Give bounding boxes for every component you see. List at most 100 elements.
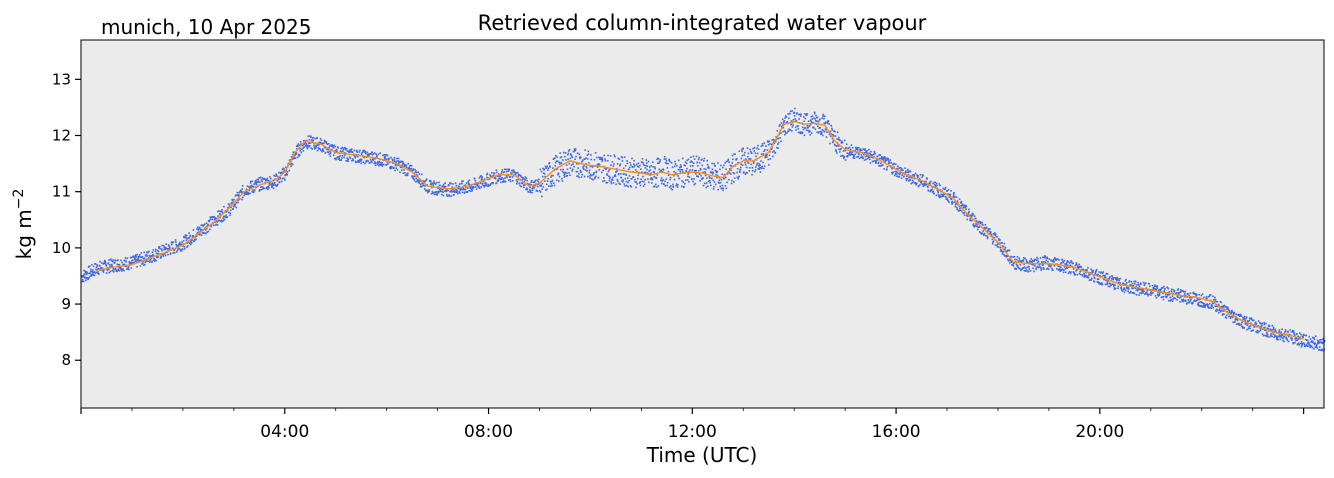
scatter-point [493, 172, 496, 175]
scatter-point [1079, 273, 1082, 276]
scatter-point [1025, 270, 1027, 272]
scatter-point [767, 144, 770, 146]
scatter-point [681, 185, 683, 188]
scatter-point [400, 161, 402, 163]
scatter-point [729, 167, 731, 170]
scatter-point [1274, 335, 1277, 338]
scatter-point [385, 158, 387, 160]
scatter-point [988, 230, 990, 232]
scatter-point [578, 176, 580, 179]
scatter-point [693, 158, 696, 160]
scatter-point [633, 164, 636, 167]
scatter-point [764, 156, 766, 159]
scatter-point [702, 184, 705, 187]
scatter-point [1162, 292, 1164, 295]
scatter-point [860, 149, 862, 151]
scatter-point [1023, 257, 1025, 259]
scatter-point [402, 172, 405, 174]
scatter-point [350, 148, 353, 150]
scatter-point [607, 170, 610, 173]
scatter-point [1015, 268, 1017, 270]
scatter-point [1121, 290, 1124, 292]
scatter-point [291, 158, 294, 160]
scatter-point [1166, 286, 1168, 288]
scatter-point [1103, 278, 1106, 281]
scatter-point [546, 165, 549, 168]
scatter-point [378, 160, 380, 163]
scatter-point [752, 162, 755, 165]
scatter-point [405, 164, 407, 166]
scatter-point [1127, 288, 1130, 290]
scatter-point [589, 165, 592, 168]
scatter-point [977, 226, 979, 228]
scatter-point [321, 143, 324, 145]
scatter-point [1068, 271, 1071, 273]
scatter-point [1137, 281, 1139, 284]
scatter-point [113, 269, 115, 271]
scatter-point [671, 166, 674, 168]
scatter-point [1266, 334, 1269, 336]
scatter-point [1002, 245, 1005, 248]
scatter-point [1162, 296, 1164, 298]
scatter-point [609, 176, 611, 179]
scatter-point [577, 163, 580, 165]
scatter-point [1189, 292, 1192, 294]
scatter-point [1272, 333, 1274, 335]
scatter-point [457, 192, 459, 195]
scatter-point [337, 158, 340, 160]
scatter-point [679, 168, 681, 171]
scatter-point [1012, 265, 1015, 267]
scatter-point [343, 156, 345, 159]
scatter-point [803, 134, 806, 137]
scatter-point [740, 163, 742, 165]
scatter-point [1109, 282, 1112, 285]
scatter-point [247, 192, 250, 195]
scatter-point [519, 174, 521, 177]
scatter-point [518, 182, 521, 185]
scatter-point [790, 123, 792, 126]
scatter-point [1146, 293, 1148, 295]
scatter-point [1232, 311, 1234, 314]
scatter-point [191, 239, 193, 241]
scatter-point [1010, 255, 1013, 258]
scatter-point [1284, 329, 1287, 331]
scatter-point [1059, 265, 1061, 268]
scatter-point [182, 240, 185, 242]
scatter-point [645, 164, 647, 167]
scatter-point [975, 220, 978, 222]
scatter-point [477, 182, 480, 185]
scatter-point [1308, 335, 1311, 338]
scatter-point [684, 164, 686, 167]
scatter-point [659, 170, 661, 173]
scatter-point [133, 258, 136, 261]
scatter-point [1226, 306, 1229, 309]
scatter-point [953, 191, 955, 194]
scatter-point [245, 188, 248, 190]
scatter-point [1139, 292, 1141, 294]
scatter-point [440, 190, 443, 193]
scatter-point [133, 256, 135, 258]
scatter-point [94, 263, 97, 265]
scatter-point [581, 173, 583, 176]
scatter-point [414, 168, 416, 171]
scatter-point [1134, 283, 1136, 285]
scatter-point [1271, 335, 1273, 338]
scatter-point [1145, 282, 1147, 284]
scatter-point [117, 264, 120, 266]
scatter-point [575, 170, 578, 173]
scatter-point [449, 190, 452, 192]
scatter-point [188, 232, 190, 234]
scatter-point [549, 180, 552, 183]
scatter-point [125, 261, 127, 263]
scatter-point [511, 169, 513, 172]
scatter-point [581, 161, 583, 163]
scatter-point [190, 240, 192, 242]
scatter-point [389, 166, 391, 169]
scatter-point [723, 177, 726, 180]
scatter-point [1295, 337, 1297, 339]
scatter-point [302, 150, 305, 152]
scatter-point [865, 151, 868, 153]
scatter-point [1222, 313, 1224, 315]
scatter-point [832, 140, 835, 142]
scatter-point [659, 160, 661, 163]
